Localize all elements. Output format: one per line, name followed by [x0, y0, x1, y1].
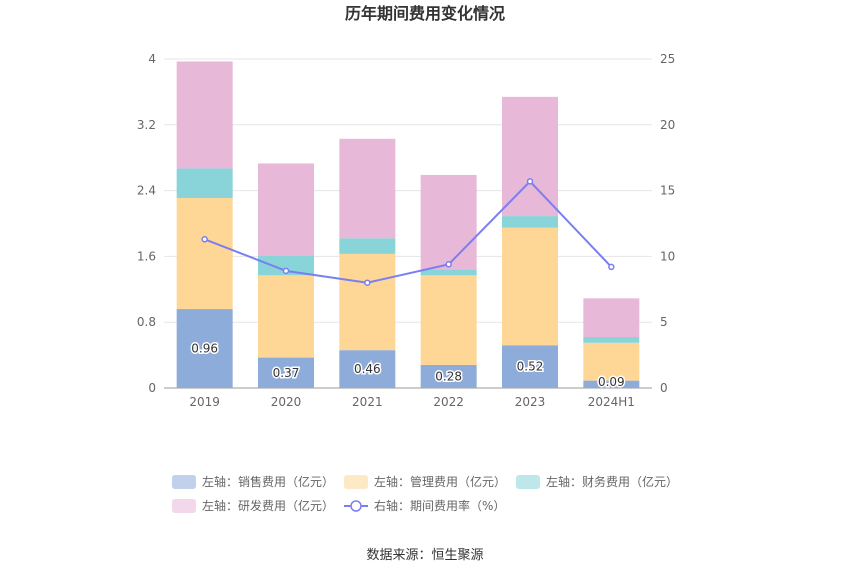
legend-label: 左轴：管理费用（亿元） [374, 474, 506, 489]
bar-segment [502, 216, 558, 228]
left-tick-label: 0 [148, 381, 156, 395]
legend-label: 左轴：销售费用（亿元） [202, 474, 334, 489]
legend-label: 左轴：财务费用（亿元） [546, 474, 678, 489]
right-tick-label: 20 [660, 118, 675, 132]
left-axis: 0 0.8 1.6 2.4 3.2 4 [137, 52, 156, 395]
x-axis: 2019 2020 2021 2022 2023 2024H1 [164, 387, 652, 409]
bar-segment [339, 138, 396, 239]
legend-swatch [172, 475, 196, 489]
x-tick-label: 2019 [189, 395, 220, 409]
bar-segment [176, 61, 233, 169]
x-tick-label: 2024H1 [588, 395, 635, 409]
bar-segment [583, 342, 640, 381]
x-tick-label: 2020 [271, 395, 302, 409]
bar-segment [420, 275, 477, 365]
bars: 0.96 0.37 0.46 0.28 0.52 0.09 [176, 61, 640, 391]
rate-point [608, 263, 615, 271]
bar-segment [258, 357, 314, 388]
rate-point [445, 261, 452, 268]
right-tick-label: 10 [660, 249, 675, 263]
left-tick-label: 2.4 [137, 184, 156, 198]
bar-segment [420, 174, 477, 270]
bar-segment [339, 350, 396, 388]
left-tick-label: 1.6 [137, 249, 156, 263]
source-text: 数据来源：恒生聚源 [366, 548, 483, 563]
legend-swatch [516, 475, 540, 489]
right-tick-label: 5 [660, 315, 668, 329]
bar-segment [258, 255, 314, 276]
grid-lines [164, 58, 652, 323]
x-tick-label: 2023 [515, 395, 546, 409]
bar-value-label: 0.28 [435, 369, 462, 383]
bar-value-label: 0.37 [273, 366, 300, 380]
legend-swatch [344, 475, 368, 489]
bar-segment [502, 227, 558, 346]
bar-segment [502, 96, 558, 217]
x-tick-label: 2021 [352, 395, 383, 409]
rate-point [364, 279, 371, 286]
bar-segment [502, 345, 558, 388]
rate-line-path [204, 179, 613, 284]
left-tick-label: 3.2 [137, 118, 156, 132]
bar-value-label: 0.96 [191, 342, 218, 356]
bar-value-label: 0.52 [517, 360, 544, 374]
bar-segment [583, 380, 640, 388]
left-tick-label: 0.8 [137, 315, 156, 329]
bar-segment [176, 198, 233, 310]
bar-segment [420, 364, 477, 388]
chart-title: 历年期间费用变化情况 [345, 4, 505, 23]
bar-value-label: 0.09 [598, 375, 625, 389]
bar-segment [258, 275, 314, 358]
legend-swatch [172, 499, 196, 513]
right-tick-label: 15 [660, 184, 675, 198]
left-tick-label: 4 [148, 52, 156, 66]
right-tick-label: 25 [660, 52, 675, 66]
legend-marker [350, 500, 362, 512]
bar-segment [339, 238, 396, 254]
rate-point [282, 267, 290, 275]
rate-point [526, 178, 534, 185]
bar-segment [583, 298, 640, 338]
bar-segment [176, 168, 233, 199]
bar-segment [176, 309, 233, 388]
right-tick-label: 0 [660, 381, 668, 395]
bar-segment [420, 269, 477, 276]
right-axis: 0 5 10 15 20 25 [660, 52, 675, 395]
bar-segment [258, 163, 314, 256]
rate-point [201, 236, 208, 243]
rate-line [201, 178, 615, 286]
bar-segment [339, 253, 396, 351]
legend-label: 右轴：期间费用率（%） [374, 498, 505, 513]
bar-segment [583, 337, 640, 343]
bar-value-label: 0.46 [354, 362, 381, 376]
legend-label: 左轴：研发费用（亿元） [202, 498, 334, 513]
legend: 左轴：销售费用（亿元） 左轴：管理费用（亿元） 左轴：财务费用（亿元） 左轴：研发费用… [172, 474, 678, 513]
x-tick-label: 2022 [433, 395, 464, 409]
